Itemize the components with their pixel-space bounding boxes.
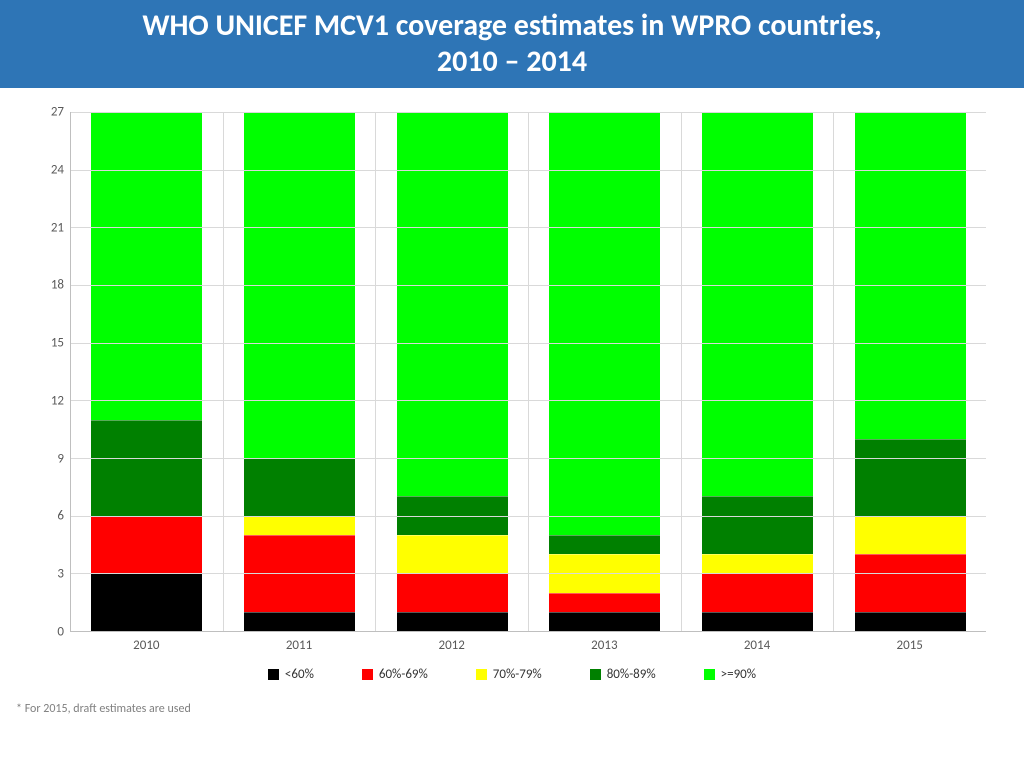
stacked-bar <box>549 112 660 631</box>
legend-item: >=90% <box>704 667 756 682</box>
legend-item: 70%-79% <box>476 667 542 682</box>
y-tick-label: 12 <box>51 393 64 408</box>
legend-label: <60% <box>285 667 314 682</box>
y-tick-label: 15 <box>51 336 64 351</box>
stacked-bar <box>855 112 966 631</box>
y-tick-label: 21 <box>51 220 64 235</box>
stacked-bar <box>244 112 355 631</box>
gridline <box>71 170 986 171</box>
title-line-2: 2010 – 2014 <box>437 43 587 80</box>
bar-segment-r7079 <box>244 516 355 535</box>
y-tick-label: 27 <box>51 105 64 120</box>
page-title: WHO UNICEF MCV1 coverage estimates in WP… <box>20 8 1004 80</box>
y-tick-label: 6 <box>57 509 64 524</box>
stacked-bar <box>702 112 813 631</box>
gridline <box>71 400 986 401</box>
bar-segment-lt60 <box>91 573 202 631</box>
bar-slot <box>71 112 223 631</box>
plot-area <box>70 112 986 632</box>
title-bar: WHO UNICEF MCV1 coverage estimates in WP… <box>0 0 1024 88</box>
gridline <box>71 343 986 344</box>
bar-segment-r8089 <box>702 496 813 554</box>
legend: <60% 60%-69% 70%-79% 80%-89% >=90% <box>38 653 986 692</box>
legend-item: <60% <box>268 667 314 682</box>
x-tick-label: 2011 <box>223 632 376 653</box>
bar-segment-r8089 <box>549 535 660 554</box>
bar-segment-r6069 <box>91 516 202 574</box>
bar-segment-r7079 <box>855 516 966 554</box>
bar-slot <box>528 112 681 631</box>
gridline <box>71 227 986 228</box>
legend-label: 70%-79% <box>493 667 542 682</box>
plot-frame: 0369121518212427 <box>38 112 986 632</box>
legend-swatch <box>362 669 373 680</box>
stacked-bar <box>397 112 508 631</box>
stacked-bar <box>91 112 202 631</box>
bar-segment-lt60 <box>855 612 966 631</box>
gridline <box>71 112 986 113</box>
bar-segment-r6069 <box>549 593 660 612</box>
bar-segment-r7079 <box>702 554 813 573</box>
legend-item: 80%-89% <box>590 667 656 682</box>
bar-slot <box>833 112 986 631</box>
bar-segment-r6069 <box>855 554 966 612</box>
bar-segment-r7079 <box>397 535 508 573</box>
legend-swatch <box>476 669 487 680</box>
x-tick-label: 2012 <box>375 632 528 653</box>
gridline <box>71 285 986 286</box>
x-tick-label: 2010 <box>70 632 223 653</box>
legend-label: 60%-69% <box>379 667 428 682</box>
y-tick-label: 3 <box>57 567 64 582</box>
gridline <box>71 516 986 517</box>
legend-swatch <box>704 669 715 680</box>
gridline <box>71 458 986 459</box>
x-tick-label: 2014 <box>681 632 834 653</box>
bar-segment-r6069 <box>702 573 813 611</box>
bar-slot <box>681 112 834 631</box>
y-tick-label: 0 <box>57 625 64 640</box>
chart-container: 0 3 6 9 12 15 18 21 24 27 20102011201220132014201… <box>0 88 1024 698</box>
bar-segment-lt60 <box>397 612 508 631</box>
y-tick-label: 24 <box>51 162 64 177</box>
bar-segment-lt60 <box>549 612 660 631</box>
x-axis-labels: 201020112012201320142015 <box>70 632 986 653</box>
bar-segment-lt60 <box>244 612 355 631</box>
bar-segment-lt60 <box>702 612 813 631</box>
title-line-1: WHO UNICEF MCV1 coverage estimates in WP… <box>142 7 881 44</box>
gridline <box>71 573 986 574</box>
bars-layer <box>71 112 986 631</box>
legend-swatch <box>268 669 279 680</box>
bar-segment-ge90 <box>855 112 966 439</box>
legend-label: >=90% <box>721 667 756 682</box>
bar-slot <box>223 112 376 631</box>
bar-segment-ge90 <box>91 112 202 420</box>
x-tick-label: 2013 <box>528 632 681 653</box>
legend-swatch <box>590 669 601 680</box>
y-axis: 0369121518212427 <box>38 112 70 632</box>
footnote: * For 2015, draft estimates are used <box>0 698 1024 720</box>
bar-slot <box>375 112 528 631</box>
y-tick-label: 9 <box>57 451 64 466</box>
bar-segment-r8089 <box>91 420 202 516</box>
bar-segment-ge90 <box>549 112 660 535</box>
bar-segment-r8089 <box>855 439 966 516</box>
bar-segment-r8089 <box>244 458 355 516</box>
legend-item: 60%-69% <box>362 667 428 682</box>
bar-segment-r6069 <box>397 573 508 611</box>
legend-label: 80%-89% <box>607 667 656 682</box>
y-tick-label: 18 <box>51 278 64 293</box>
x-tick-label: 2015 <box>833 632 986 653</box>
